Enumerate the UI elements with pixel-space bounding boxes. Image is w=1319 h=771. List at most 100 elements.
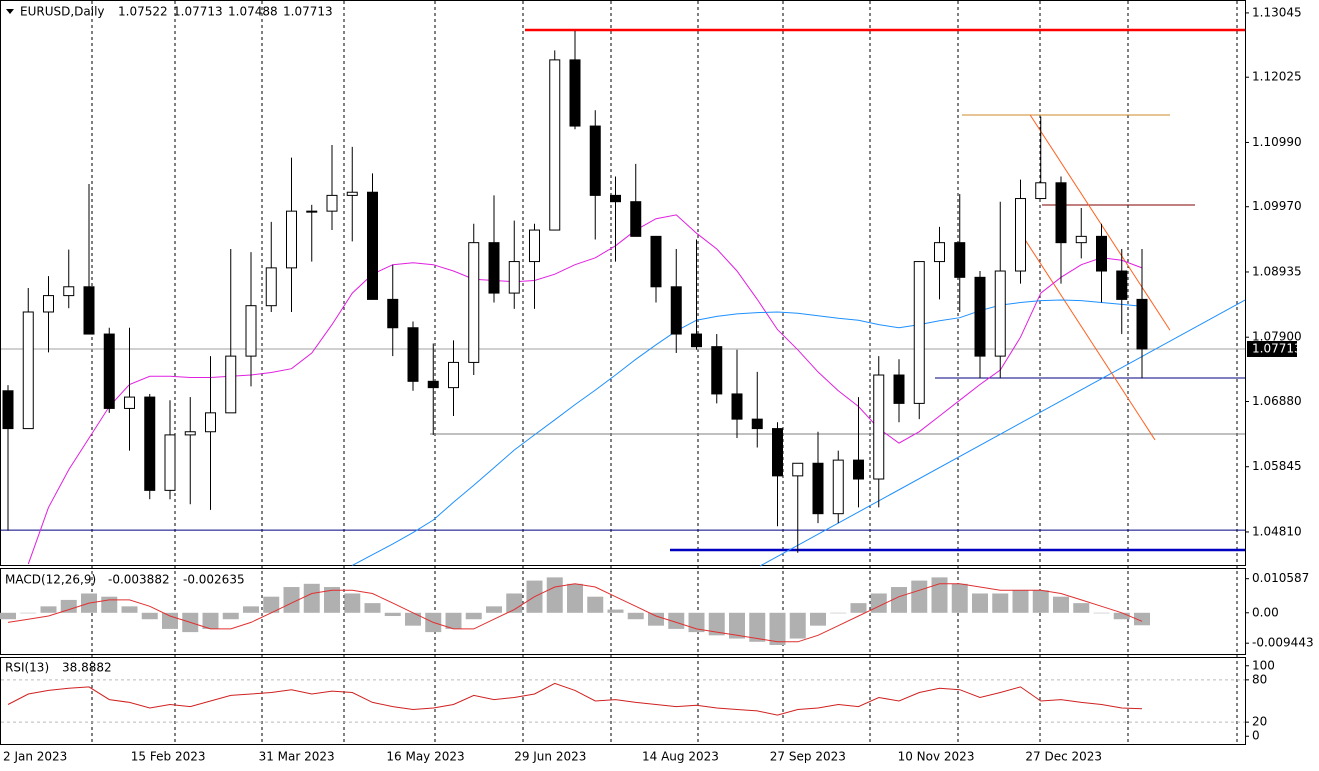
- candle-body: [367, 191, 378, 300]
- x-tick-label: 10 Nov 2023: [898, 750, 975, 764]
- macd-bar: [1113, 612, 1130, 620]
- macd-bar: [951, 583, 968, 613]
- candle-body: [245, 305, 257, 357]
- header-value: 1.07488: [228, 5, 278, 19]
- indicator-title: RSI(13): [5, 661, 49, 675]
- x-tick-label: 27 Dec 2023: [1025, 750, 1102, 764]
- macd-bar: [121, 606, 138, 613]
- y-tick-label: 100: [1252, 658, 1275, 672]
- candle-body: [832, 459, 844, 515]
- candle-body: [22, 311, 34, 430]
- y-tick-label: 1.07900: [1252, 330, 1302, 344]
- candle-body: [650, 235, 662, 288]
- macd-bar: [769, 612, 786, 645]
- macd-bar: [1053, 596, 1069, 613]
- macd-bar: [931, 577, 948, 613]
- candle-body: [751, 418, 763, 430]
- candle-body: [144, 396, 156, 491]
- header-value: 1.07522: [118, 5, 168, 19]
- menu-arrow[interactable]: [6, 9, 14, 14]
- candle-body: [225, 355, 237, 414]
- y-tick-label: 1.08935: [1252, 264, 1302, 278]
- macd-bar: [749, 612, 766, 642]
- y-tick-label: 1.13045: [1252, 5, 1302, 19]
- macd-bar: [263, 596, 280, 613]
- candle-body: [569, 59, 581, 127]
- macd-bar: [364, 603, 381, 613]
- candle-body: [346, 191, 358, 196]
- candle-body: [812, 462, 824, 515]
- x-tick-label: 27 Sep 2023: [770, 750, 846, 764]
- x-tick-label: 16 May 2023: [386, 750, 464, 764]
- main-pane: [0, 0, 1246, 566]
- candle-body: [387, 298, 399, 329]
- candle-body: [43, 295, 54, 313]
- candle-body: [265, 267, 277, 307]
- macd-bar: [1134, 612, 1150, 626]
- macd-bar: [101, 596, 118, 613]
- macd-bar: [567, 583, 583, 613]
- y-tick-label: 20: [1252, 715, 1267, 729]
- candle-body: [1055, 182, 1067, 244]
- candle-body: [610, 194, 621, 203]
- candle-body: [2, 390, 14, 430]
- candle-body: [670, 286, 682, 335]
- candle-body: [873, 374, 885, 480]
- y-tick-label: 1.09970: [1252, 199, 1302, 213]
- y-tick-label: 80: [1252, 672, 1267, 686]
- macd-bar: [607, 609, 624, 613]
- moving-average: [352, 299, 1143, 566]
- candle-body: [691, 333, 702, 348]
- x-tick-label: 29 Jun 2023: [514, 750, 586, 764]
- macd-bar: [202, 612, 219, 629]
- macd-bar: [850, 603, 867, 613]
- candle-body: [407, 327, 419, 382]
- indicator-value: -0.003882: [108, 573, 170, 587]
- candle-body: [124, 396, 135, 409]
- price-tag: [1247, 340, 1297, 357]
- macd-bar: [20, 612, 37, 614]
- macd-bar: [384, 612, 401, 617]
- candle-body: [934, 242, 945, 263]
- candle-body: [286, 210, 297, 269]
- candle-body: [974, 276, 986, 357]
- macd-bar: [141, 612, 158, 620]
- macd-bar: [587, 596, 604, 613]
- macd-bar: [627, 612, 644, 620]
- candle-body: [306, 210, 318, 213]
- candle-body: [630, 201, 642, 237]
- macd-bar: [60, 599, 77, 613]
- macd-bar: [303, 583, 320, 613]
- candle-body: [913, 261, 925, 404]
- symbol: EURUSD,Daily: [20, 5, 105, 19]
- macd-bar: [1093, 612, 1110, 614]
- price-tag-label: 1.07713: [1252, 341, 1302, 355]
- macd-bar: [486, 606, 502, 613]
- macd-bar: [891, 587, 907, 613]
- header-value: 1.07713: [173, 5, 223, 19]
- indicator-value: -0.002635: [183, 573, 245, 587]
- x-tick-label: 14 Aug 2023: [642, 750, 719, 764]
- y-tick-label: 1.10990: [1252, 135, 1302, 149]
- candle-body: [1035, 182, 1047, 200]
- candle-body: [184, 431, 196, 436]
- trend-line: [1029, 114, 1171, 331]
- y-tick-label: 1.06880: [1252, 394, 1302, 408]
- candle-body: [549, 59, 561, 231]
- candle-body: [1136, 298, 1148, 350]
- candle-body: [448, 361, 459, 389]
- macd-bar: [344, 593, 361, 613]
- macd-bar: [972, 593, 988, 613]
- macd-bar: [1032, 590, 1049, 613]
- candle-body: [1096, 235, 1107, 272]
- macd-bar: [810, 612, 826, 626]
- macd-bar: [648, 612, 664, 626]
- macd-bar: [283, 587, 300, 613]
- candle-body: [954, 242, 966, 278]
- rsi-pane: [0, 657, 1246, 745]
- candle-body: [589, 125, 601, 196]
- y-tick-label: 1.05845: [1252, 459, 1302, 473]
- candle-body: [326, 194, 338, 212]
- macd-bar: [445, 612, 462, 629]
- candle-body: [63, 286, 75, 297]
